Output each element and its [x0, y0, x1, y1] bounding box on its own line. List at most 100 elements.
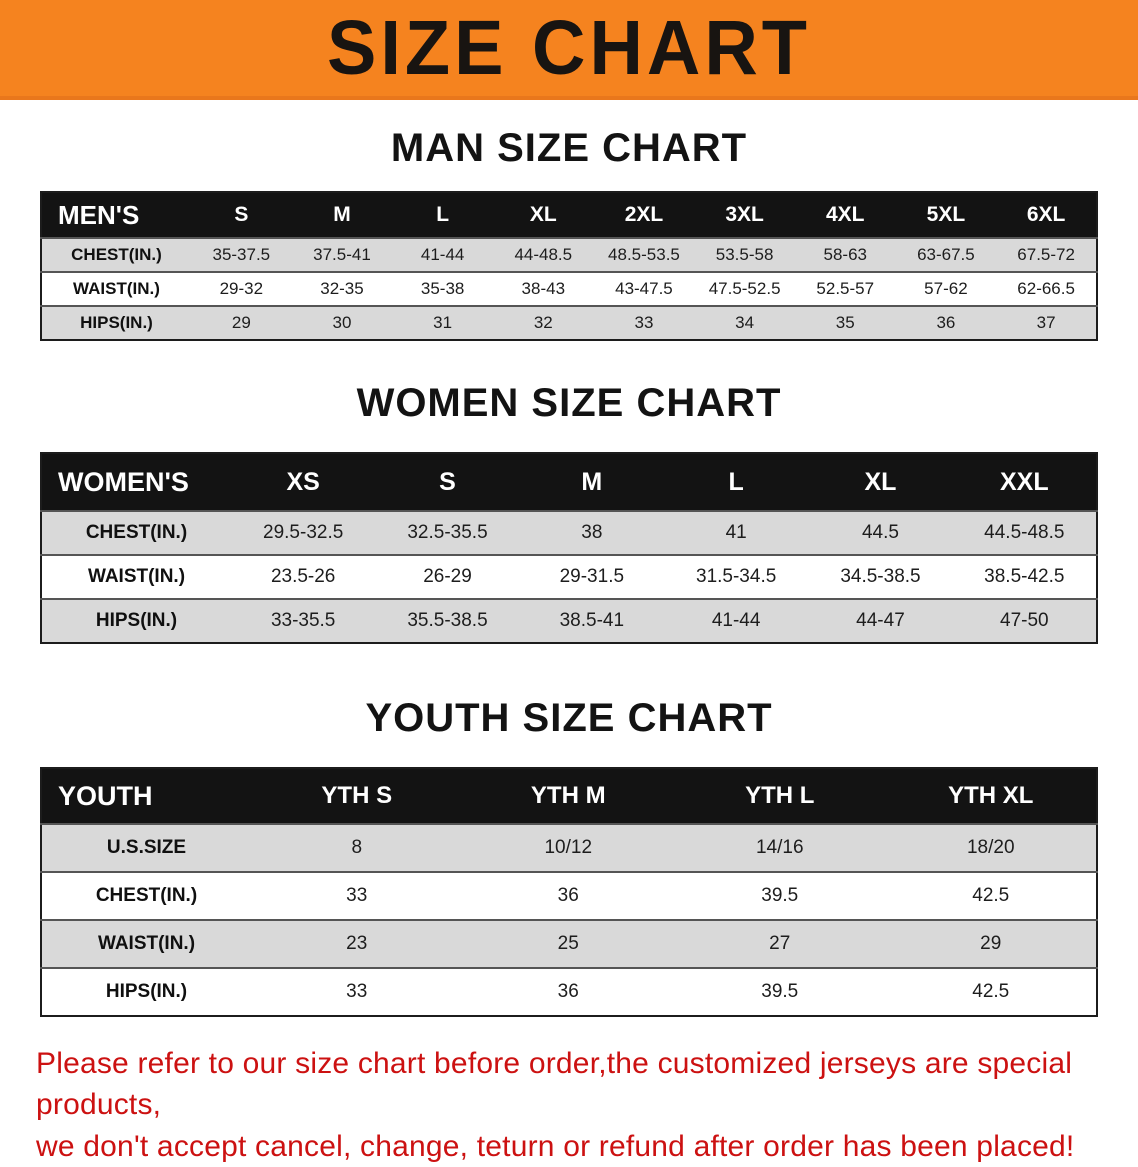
size-value-cell: 23 [251, 919, 463, 968]
row-label: CHEST(IN.) [41, 237, 191, 272]
size-value-cell: 29-32 [191, 271, 292, 306]
row-label: HIPS(IN.) [41, 598, 231, 643]
size-value-cell: 44-48.5 [492, 237, 594, 272]
man-size-chart-section: MAN SIZE CHART MEN'S S M L XL 2XL 3XL 4XL 5XL 6XL… [0, 126, 1138, 341]
row-label: WAIST(IN.) [41, 919, 251, 968]
size-value-cell: 44-47 [808, 598, 953, 643]
size-value-cell: 41-44 [392, 237, 493, 272]
youth-size-table: YOUTH YTH S YTH M YTH L YTH XL U.S.SIZE 8 10/12… [40, 767, 1098, 1017]
size-value-cell: 62-66.5 [996, 271, 1097, 306]
table-row: WAIST(IN.) 29-32 32-35 35-38 38-43 43-47.5 47.… [41, 271, 1097, 306]
size-column-header: 6XL [996, 192, 1097, 238]
row-label: HIPS(IN.) [41, 967, 251, 1016]
size-value-cell: 32 [492, 305, 594, 340]
size-column-header: S [375, 453, 520, 511]
size-value-cell: 48.5-53.5 [593, 237, 695, 272]
size-value-cell: 42.5 [885, 967, 1097, 1016]
size-value-cell: 41-44 [663, 598, 809, 643]
table-row: HIPS(IN.) 29 30 31 32 33 34 35 36 37 [41, 305, 1097, 340]
size-value-cell: 57-62 [895, 271, 997, 306]
size-value-cell: 35 [794, 305, 896, 340]
row-label: WAIST(IN.) [41, 554, 231, 599]
size-column-header: XL [492, 192, 594, 238]
table-row: U.S.SIZE 8 10/12 14/16 18/20 [41, 823, 1097, 872]
size-column-header: 4XL [794, 192, 896, 238]
row-label: U.S.SIZE [41, 823, 251, 872]
size-value-cell: 44.5 [808, 510, 953, 555]
size-value-cell: 29.5-32.5 [231, 510, 376, 555]
size-value-cell: 32.5-35.5 [375, 510, 520, 555]
row-label: CHEST(IN.) [41, 871, 251, 920]
size-value-cell: 44.5-48.5 [952, 510, 1097, 555]
size-column-header: XXL [952, 453, 1097, 511]
size-value-cell: 37 [996, 305, 1097, 340]
size-column-header: 2XL [593, 192, 695, 238]
table-header-row: WOMEN'S XS S M L XL XXL [41, 453, 1097, 511]
size-column-header: YTH XL [885, 768, 1097, 824]
size-column-header: M [519, 453, 664, 511]
youth-size-chart-section: YOUTH SIZE CHART YOUTH YTH S YTH M YTH L YTH… [0, 696, 1138, 1017]
size-value-cell: 58-63 [794, 237, 896, 272]
row-label: CHEST(IN.) [41, 510, 231, 555]
women-size-table: WOMEN'S XS S M L XL XXL CHEST(IN.) 29.5-32.5 32.5… [40, 452, 1098, 644]
size-column-header: L [663, 453, 809, 511]
table-title-cell: YOUTH [41, 768, 251, 824]
table-title-cell: MEN'S [41, 192, 191, 238]
size-value-cell: 33 [251, 871, 463, 920]
banner: SIZE CHART [0, 0, 1138, 100]
table-row: HIPS(IN.) 33 36 39.5 42.5 [41, 967, 1097, 1016]
size-value-cell: 35-37.5 [191, 237, 292, 272]
women-section-heading: WOMEN SIZE CHART [356, 381, 782, 425]
size-value-cell: 37.5-41 [291, 237, 393, 272]
size-value-cell: 38 [519, 510, 664, 555]
size-value-cell: 31.5-34.5 [663, 554, 809, 599]
row-label: HIPS(IN.) [41, 305, 191, 340]
size-value-cell: 29 [191, 305, 292, 340]
size-column-header: YTH M [462, 768, 674, 824]
footer-note: Please refer to our size chart before or… [36, 1043, 1102, 1167]
size-value-cell: 10/12 [462, 823, 674, 872]
table-row: HIPS(IN.) 33-35.5 35.5-38.5 38.5-41 41-44 44-… [41, 598, 1097, 643]
size-value-cell: 34.5-38.5 [808, 554, 953, 599]
size-value-cell: 36 [462, 871, 674, 920]
table-row: CHEST(IN.) 35-37.5 37.5-41 41-44 44-48.5 48.5… [41, 237, 1097, 272]
table-header-row: YOUTH YTH S YTH M YTH L YTH XL [41, 768, 1097, 824]
size-value-cell: 34 [694, 305, 795, 340]
table-row: WAIST(IN.) 23.5-26 26-29 29-31.5 31.5-34.5 34… [41, 554, 1097, 599]
size-column-header: L [392, 192, 493, 238]
size-value-cell: 35.5-38.5 [375, 598, 520, 643]
man-section-heading: MAN SIZE CHART [390, 126, 748, 170]
size-value-cell: 18/20 [885, 823, 1097, 872]
size-value-cell: 36 [462, 967, 674, 1016]
size-value-cell: 14/16 [674, 823, 886, 872]
size-value-cell: 27 [674, 919, 886, 968]
table-row: CHEST(IN.) 29.5-32.5 32.5-35.5 38 41 44.5 44.5… [41, 510, 1097, 555]
size-value-cell: 41 [663, 510, 809, 555]
size-value-cell: 29 [885, 919, 1097, 968]
size-value-cell: 63-67.5 [895, 237, 997, 272]
size-value-cell: 31 [392, 305, 493, 340]
size-value-cell: 33 [593, 305, 695, 340]
size-value-cell: 32-35 [291, 271, 393, 306]
size-column-header: S [191, 192, 292, 238]
size-value-cell: 53.5-58 [694, 237, 795, 272]
size-column-header: 3XL [694, 192, 795, 238]
size-value-cell: 35-38 [392, 271, 493, 306]
size-column-header: 5XL [895, 192, 997, 238]
size-value-cell: 36 [895, 305, 997, 340]
size-column-header: M [291, 192, 393, 238]
size-value-cell: 38.5-42.5 [952, 554, 1097, 599]
row-label: WAIST(IN.) [41, 271, 191, 306]
size-value-cell: 39.5 [674, 967, 886, 1016]
size-value-cell: 33-35.5 [231, 598, 376, 643]
size-value-cell: 38.5-41 [519, 598, 664, 643]
size-column-header: YTH S [251, 768, 463, 824]
size-value-cell: 26-29 [375, 554, 520, 599]
table-title-cell: WOMEN'S [41, 453, 231, 511]
men-size-table: MEN'S S M L XL 2XL 3XL 4XL 5XL 6XL CHEST(IN.) 35-37… [40, 191, 1098, 341]
women-size-chart-section: WOMEN SIZE CHART WOMEN'S XS S M L XL XXL CHEST(… [0, 381, 1138, 644]
size-value-cell: 43-47.5 [593, 271, 695, 306]
table-row: CHEST(IN.) 33 36 39.5 42.5 [41, 871, 1097, 920]
size-value-cell: 23.5-26 [231, 554, 376, 599]
size-value-cell: 30 [291, 305, 393, 340]
